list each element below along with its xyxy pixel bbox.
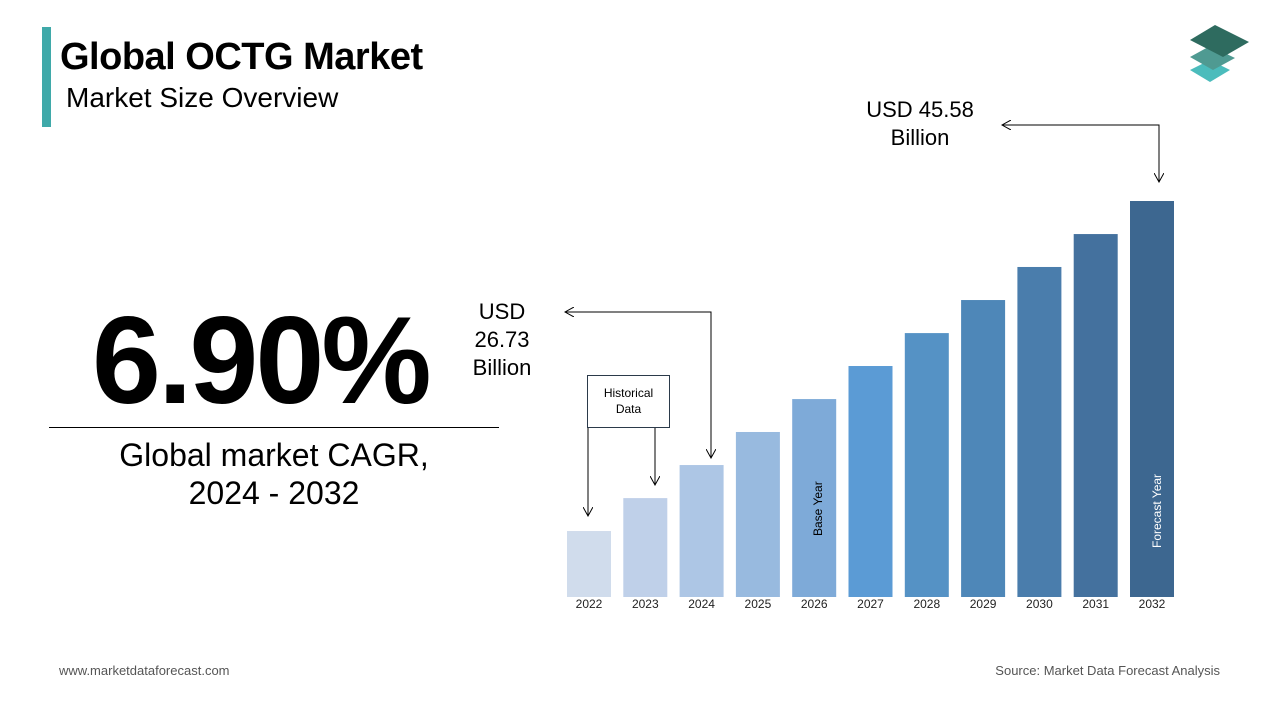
- x-tick-label: 2025: [745, 597, 772, 611]
- bar-2023: [623, 498, 668, 597]
- cagr-label-line: 2024 - 2032: [188, 475, 360, 511]
- page-subtitle: Market Size Overview: [66, 82, 339, 113]
- bar-2029: [961, 300, 1006, 597]
- x-tick-label: 2023: [632, 597, 659, 611]
- bar-2024: [679, 465, 724, 597]
- logo-layer: [1190, 46, 1235, 70]
- logo-layer: [1190, 25, 1249, 57]
- x-tick-label: 2029: [970, 597, 997, 611]
- bar-2025: [735, 431, 780, 597]
- bar-2028: [904, 333, 949, 597]
- base-value-annotation: USD 26.73 Billion: [462, 298, 542, 382]
- x-tick-label: 2027: [857, 597, 884, 611]
- x-tick-label: 2032: [1139, 597, 1166, 611]
- website-link[interactable]: www.marketdataforecast.com: [59, 663, 230, 678]
- x-tick-label: 2022: [576, 597, 603, 611]
- bar-2031: [1073, 234, 1118, 598]
- divider: [49, 427, 499, 428]
- annotation-line: Billion: [890, 125, 950, 150]
- bar-2032: [1130, 201, 1174, 597]
- end-value-arrow: [1002, 125, 1159, 182]
- cagr-label-line: Global market CAGR,: [119, 437, 429, 473]
- bar-2027: [848, 366, 893, 597]
- bar-2026: [792, 399, 837, 597]
- x-tick-label: 2031: [1082, 597, 1109, 611]
- annotation-line: Billion: [472, 355, 532, 380]
- cagr-label: Global market CAGR, 2024 - 2032: [49, 436, 499, 512]
- source-note: Source: Market Data Forecast Analysis: [995, 663, 1220, 678]
- cagr-value: 6.90%: [92, 292, 432, 430]
- bar-2030: [1017, 266, 1062, 597]
- page-title: Global OCTG Market: [60, 36, 423, 78]
- title-accent-bar: [42, 27, 51, 127]
- annotation-line: 26.73: [474, 327, 530, 352]
- annotation-line: USD: [478, 299, 526, 324]
- base-value-arrow: [565, 312, 711, 458]
- bar-2022: [567, 531, 611, 597]
- base-year-label: Base Year: [811, 481, 825, 536]
- end-value-annotation: USD 45.58 Billion: [850, 96, 990, 152]
- x-tick-label: 2026: [801, 597, 828, 611]
- x-tick-label: 2028: [913, 597, 940, 611]
- forecast-year-label: Forecast Year: [1150, 474, 1164, 548]
- logo-icon: [1190, 25, 1249, 82]
- x-tick-label: 2024: [688, 597, 715, 611]
- annotation-line: USD 45.58: [866, 97, 974, 122]
- x-tick-label: 2030: [1026, 597, 1053, 611]
